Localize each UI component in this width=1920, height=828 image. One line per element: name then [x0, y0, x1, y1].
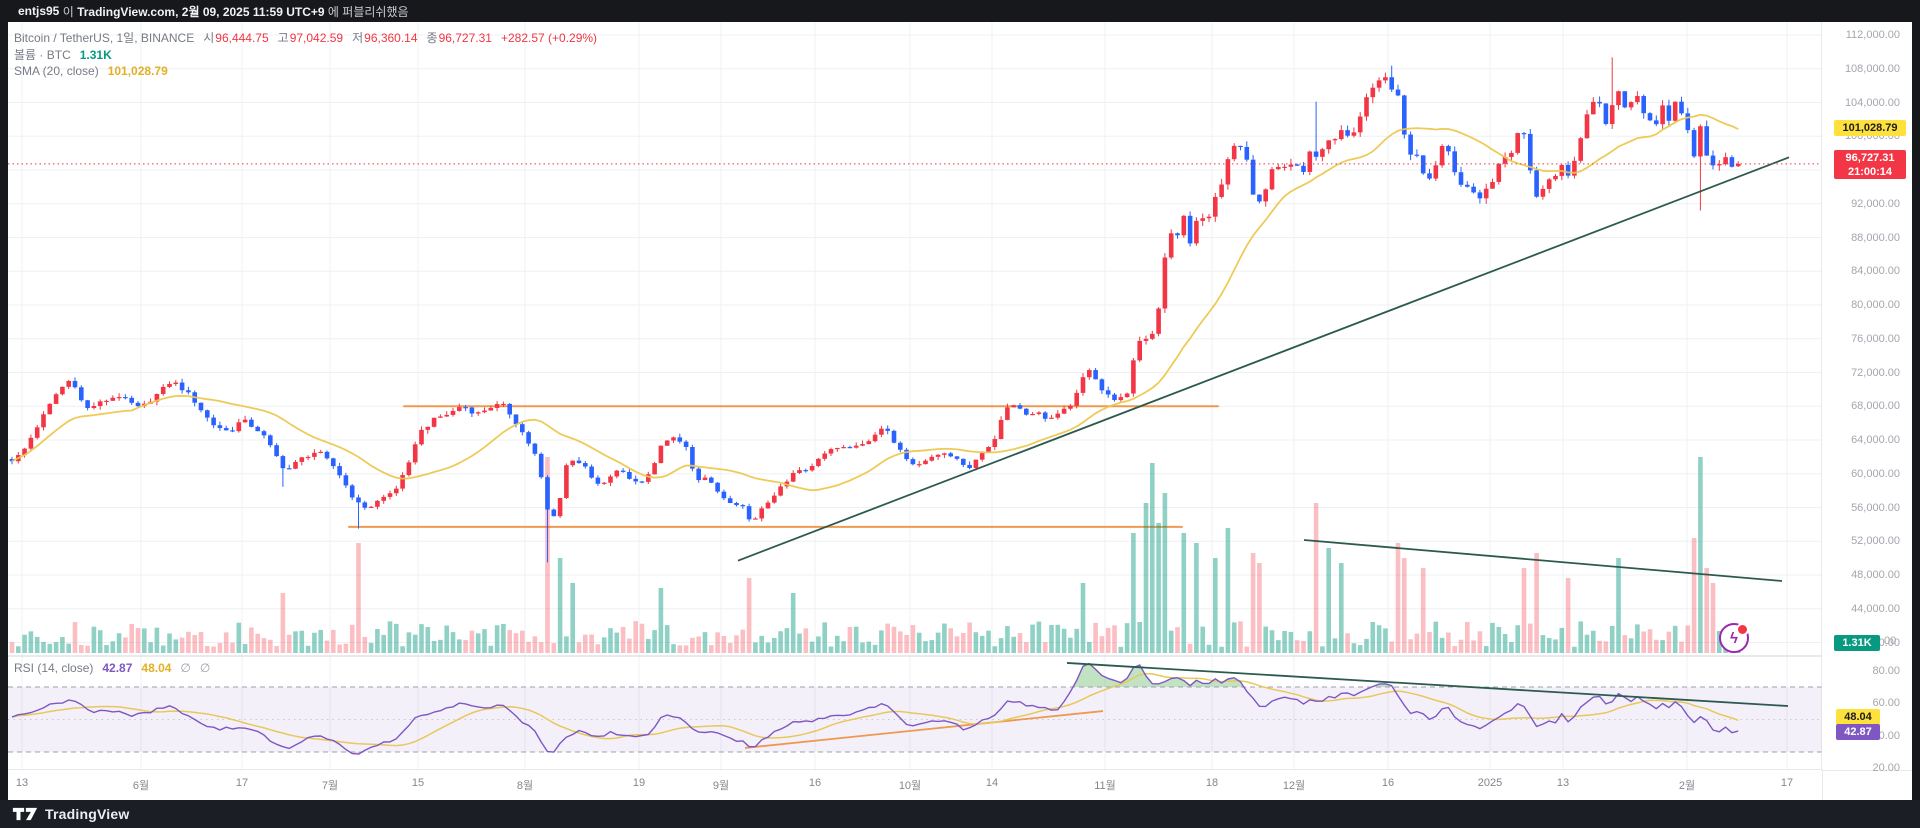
ohlc-open: 시 96,444.75: [203, 31, 269, 45]
rsi-value: 42.87: [102, 661, 133, 675]
sma-title: SMA (20, close): [14, 64, 99, 78]
time-tick-label: 13: [15, 777, 29, 789]
price-tick-label: 72,000.00: [1851, 366, 1900, 379]
rsi-ma-axis-label: 48.04: [1836, 709, 1880, 725]
rsi-axis-label: 42.87: [1836, 724, 1880, 740]
volume-legend-row[interactable]: 볼륨 · BTC 1.31K: [14, 48, 112, 62]
time-tick-label: 14: [985, 777, 999, 789]
time-tick-label: 17: [1780, 777, 1794, 789]
price-tick-label: 52,000.00: [1851, 535, 1900, 548]
rsi-disabled-plot-icon: ∅: [180, 661, 191, 675]
chart-panel: [8, 22, 1912, 800]
rsi-tick-label: 20.00: [1872, 762, 1900, 775]
ohlc-close: 종 96,727.31: [426, 31, 492, 45]
rsi-tick-label: 80.00: [1872, 664, 1900, 677]
sma-line[interactable]: [11, 113, 1739, 492]
ohlc-high: 고 97,042.59: [277, 31, 344, 45]
publish-particle: 이: [59, 4, 78, 19]
time-tick-label: 17: [235, 777, 249, 789]
price-tick-label: 64,000.00: [1851, 434, 1900, 446]
gridlines: [8, 22, 1822, 770]
price-tick-label: 48,000.00: [1851, 569, 1900, 581]
volume-bars: [9, 457, 1741, 653]
price-tick-label: 76,000.00: [1851, 332, 1900, 345]
rsi-pane[interactable]: [8, 662, 1822, 755]
price-tick-label: 60,000.00: [1851, 467, 1900, 480]
tradingview-logo-icon[interactable]: [12, 806, 38, 822]
time-tick-label: 12월: [1282, 780, 1306, 792]
price-tick-label: 56,000.00: [1851, 501, 1900, 514]
time-tick-label: 15: [411, 777, 425, 789]
time-tick-label: 16: [1381, 777, 1395, 789]
price-tick-label: 112,000.00: [1845, 29, 1900, 41]
sma-legend-row[interactable]: SMA (20, close) 101,028.79: [14, 64, 168, 78]
boost-button[interactable]: ϟ: [1719, 623, 1749, 653]
rsi-ma-value: 48.04: [141, 661, 172, 675]
volume-axis-label: 1.31K: [1834, 635, 1880, 651]
pane-separators[interactable]: [8, 22, 1912, 800]
time-tick-label: 11월: [1094, 780, 1116, 792]
candles: [9, 57, 1741, 563]
time-tick-label: 7월: [321, 780, 339, 792]
symbol-legend-row[interactable]: Bitcoin / TetherUS, 1일, BINANCE 시 96,444.…: [14, 31, 597, 45]
time-tick-label: 16: [808, 777, 822, 789]
price-tick-label: 104,000.00: [1844, 96, 1900, 109]
time-tick-label: 8월: [516, 780, 534, 792]
time-tick-label: 13: [1556, 777, 1570, 789]
time-tick-label: 10월: [898, 780, 922, 792]
volume-value: 1.31K: [79, 48, 112, 62]
price-tick-label: 88,000.00: [1851, 231, 1900, 244]
rsi-disabled-plot-icon: ∅: [199, 661, 211, 675]
price-tick-label: 108,000.00: [1844, 62, 1900, 75]
price-tick-label: 44,000.00: [1851, 602, 1900, 615]
rsi-tick-label: 60.00: [1872, 697, 1900, 710]
tradingview-wordmark[interactable]: TradingView: [45, 806, 130, 822]
time-tick-label: 6월: [132, 780, 150, 792]
lightning-icon: ϟ: [1730, 629, 1738, 647]
horizontal-level-lines[interactable]: [348, 405, 1219, 528]
publish-source-date: TradingView.com, 2월 09, 2025 11:59 UTC+9: [77, 4, 325, 19]
time-tick-label: 18: [1205, 777, 1219, 789]
price-tick-label: 92,000.00: [1851, 197, 1900, 210]
sma-axis-label: 101,028.79: [1834, 120, 1906, 136]
bar-close-countdown: 21:00:14: [1847, 166, 1893, 178]
time-axis[interactable]: 13 6월 17 7월 15 8월 19 9월 16 10월 14 11월 18 12월 16 2025 13 2…: [8, 770, 1822, 800]
time-tick-label: 19: [632, 777, 646, 789]
volume-title: 볼륨 · BTC: [14, 48, 71, 62]
change-value: +282.57 (+0.29%): [500, 31, 598, 45]
publish-particle-2: 에 퍼블리쉬했음: [324, 4, 409, 19]
time-tick-label: 2025: [1477, 777, 1503, 789]
rsi-title: RSI (14, close): [14, 661, 94, 675]
price-axis[interactable]: 20.0040.0060.0080.0040,000.0044,000.0048…: [1822, 22, 1912, 774]
ohlc-low: 저 96,360.14: [352, 31, 418, 45]
rsi-legend-row[interactable]: RSI (14, close) 42.87 48.04 ∅ ∅: [14, 661, 210, 675]
footer-bar: TradingView: [0, 800, 1920, 828]
price-tick-label: 80,000.00: [1851, 299, 1900, 311]
publish-bar: entjs95 이 TradingView.com, 2월 09, 2025 1…: [0, 0, 1920, 22]
current-price-value: 96,727.31: [1845, 152, 1895, 164]
trendlines[interactable]: [737, 156, 1790, 582]
time-tick-label: 9월: [712, 780, 730, 792]
time-tick-label: 2월: [1678, 780, 1696, 792]
covered-tick-remnant: 00: [1884, 635, 1897, 647]
symbol-title: Bitcoin / TetherUS, 1일, BINANCE: [14, 31, 195, 45]
price-tick-label: 84,000.00: [1851, 265, 1900, 278]
sma-value: 101,028.79: [107, 64, 168, 78]
price-tick-label: 68,000.00: [1851, 400, 1900, 413]
current-price-axis-label: 96,727.31 21:00:14: [1834, 150, 1906, 179]
notification-dot: [1736, 623, 1749, 636]
publisher-username: entjs95: [18, 4, 60, 18]
